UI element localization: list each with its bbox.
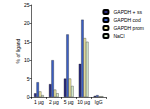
svg-text:0: 0 xyxy=(27,94,30,100)
svg-text:NaCl: NaCl xyxy=(113,33,124,39)
svg-text:10 µg: 10 µg xyxy=(77,99,90,105)
svg-text:% of ligand: % of ligand xyxy=(15,38,21,63)
svg-text:5 µg: 5 µg xyxy=(64,99,74,105)
svg-text:GAPDH + ss: GAPDH + ss xyxy=(113,9,142,15)
svg-text:GAPDH prom: GAPDH prom xyxy=(113,25,144,31)
svg-text:15: 15 xyxy=(24,39,30,45)
svg-text:2 µg: 2 µg xyxy=(49,99,59,105)
svg-text:25: 25 xyxy=(24,2,30,8)
svg-text:GAPDH cod: GAPDH cod xyxy=(113,17,140,23)
svg-text:1 µg: 1 µg xyxy=(34,99,44,105)
svg-text:10: 10 xyxy=(24,57,30,63)
svg-text:IgG: IgG xyxy=(95,99,103,105)
svg-text:5: 5 xyxy=(27,76,30,82)
svg-text:20: 20 xyxy=(24,20,30,26)
